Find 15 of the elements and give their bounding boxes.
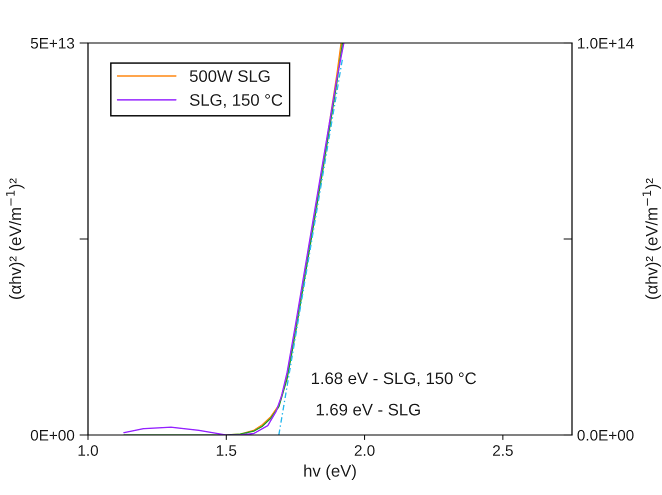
- x-tick-label: 1.5: [216, 445, 236, 456]
- x-tick-label: 2.0: [354, 445, 375, 456]
- y-tick-label: 0E+00: [30, 430, 74, 441]
- y-axis-title: (αhv)² (eV/m$^{−1}$)²: [6, 178, 24, 299]
- annotation: 1.68 eV - SLG, 150 °C: [312, 372, 476, 386]
- x-tick-label: 1.0: [78, 445, 98, 456]
- legend-label: SLG, 150 °C: [190, 94, 282, 108]
- y2-axis-title: (αhv)² (eV/m$^{−1}$)²: [642, 178, 661, 299]
- x-axis-title: hv (eV): [304, 464, 356, 480]
- y2-tick-label: 0.0E+00: [577, 430, 634, 441]
- y-tick-label: 5E+13: [30, 38, 74, 49]
- legend-label: 500W SLG: [190, 70, 270, 82]
- annotation: 1.69 eV - SLG: [316, 404, 420, 416]
- y2-tick-label: 1.0E+14: [578, 38, 634, 49]
- x-tick-label: 2.5: [493, 445, 513, 456]
